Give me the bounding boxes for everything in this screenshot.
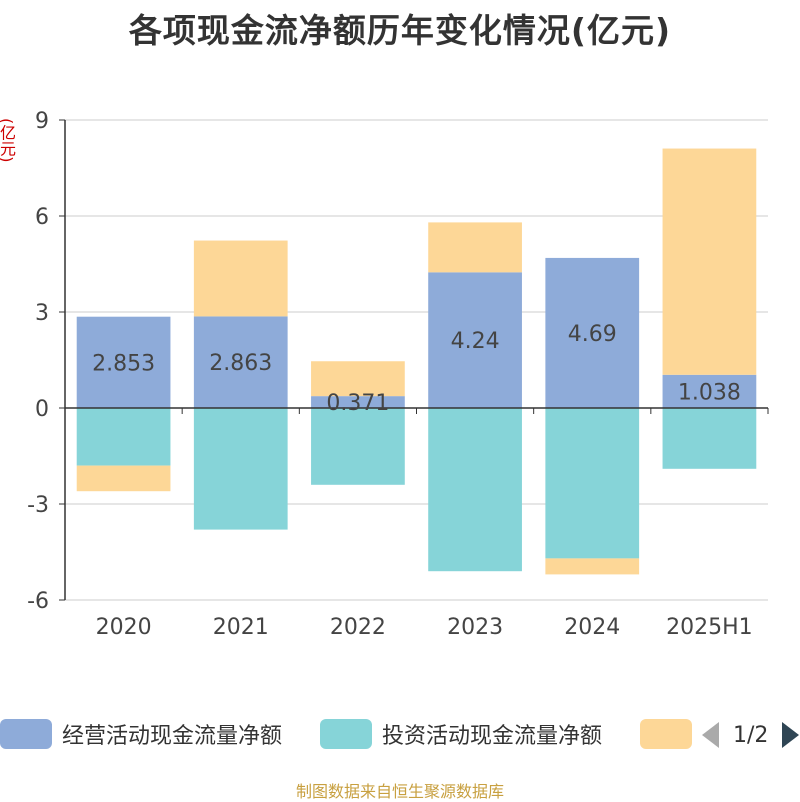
data-source-note: 制图数据来自恒生聚源数据库 bbox=[295, 782, 504, 801]
bar-series-2-2021 bbox=[193, 240, 288, 317]
x-tick-label: 2023 bbox=[447, 615, 503, 640]
data-label: 2.853 bbox=[92, 351, 155, 376]
bar-series-1-2022 bbox=[311, 408, 405, 485]
x-tick-label: 2021 bbox=[213, 615, 269, 640]
bar-series-2-2020 bbox=[76, 465, 171, 492]
x-tick-label: 2025H1 bbox=[666, 615, 753, 640]
y-tick-label: 9 bbox=[35, 109, 49, 134]
bar-series-0-2025H1 bbox=[662, 374, 757, 408]
data-label: 0.371 bbox=[326, 391, 389, 416]
x-tick-label: 2024 bbox=[564, 615, 620, 640]
bar-series-1-2021 bbox=[193, 408, 288, 530]
y-tick-label: -3 bbox=[27, 493, 49, 518]
bar-series-2-2023 bbox=[428, 222, 522, 273]
legend-swatch-financing bbox=[640, 719, 692, 749]
y-tick-label: 3 bbox=[35, 301, 49, 326]
y-tick-label: 6 bbox=[35, 205, 49, 230]
y-axis-unit: (亿元) bbox=[0, 118, 16, 163]
bar-series-1-2023 bbox=[428, 408, 522, 572]
x-tick-label: 2022 bbox=[330, 615, 386, 640]
legend-item-investing[interactable]: 投资活动现金流量净额 bbox=[320, 716, 602, 752]
bar-series-0-2023 bbox=[428, 272, 522, 408]
next-page-icon[interactable] bbox=[782, 722, 800, 748]
data-label: 1.038 bbox=[678, 380, 741, 405]
legend-swatch-operating bbox=[0, 719, 52, 749]
legend-label-operating: 经营活动现金流量净额 bbox=[62, 724, 283, 749]
chart-area: -6 -3 0 3 6 9 2.853 2.863 0.371 4.24 4.69 1.038 2020… bbox=[27, 109, 769, 640]
bar-series-1-2024 bbox=[545, 408, 640, 559]
bar-series-0-2020 bbox=[76, 316, 171, 408]
legend-page-indicator: 1/2 bbox=[733, 722, 769, 748]
legend-pager: 1/2 bbox=[702, 720, 800, 750]
legend: 经营活动现金流量净额 投资活动现金流量净额 bbox=[0, 716, 800, 756]
legend-label-investing: 投资活动现金流量净额 bbox=[382, 724, 603, 749]
bar-series-1-2025H1 bbox=[662, 408, 757, 469]
prev-page-icon[interactable] bbox=[702, 722, 719, 748]
y-tick-label: 0 bbox=[35, 397, 49, 422]
data-label: 4.69 bbox=[568, 322, 617, 347]
y-tick-label: -6 bbox=[27, 589, 49, 614]
data-label: 2.863 bbox=[209, 351, 272, 376]
bar-series-0-2022 bbox=[311, 396, 405, 408]
x-tick-label: 2020 bbox=[96, 615, 152, 640]
chart-title: 各项现金流净额历年变化情况(亿元) bbox=[128, 11, 672, 50]
bar-series-2-2025H1 bbox=[662, 148, 757, 375]
legend-swatch-investing bbox=[320, 719, 372, 749]
legend-item-operating[interactable]: 经营活动现金流量净额 bbox=[0, 716, 282, 752]
bar-series-1-2020 bbox=[76, 408, 171, 466]
bar-series-2-2024 bbox=[545, 558, 640, 575]
legend-item-financing[interactable] bbox=[640, 716, 692, 752]
bar-series-2-2022 bbox=[311, 361, 405, 397]
bar-series-0-2021 bbox=[193, 316, 288, 408]
bar-series-0-2024 bbox=[545, 257, 640, 408]
data-label: 4.24 bbox=[451, 329, 500, 354]
